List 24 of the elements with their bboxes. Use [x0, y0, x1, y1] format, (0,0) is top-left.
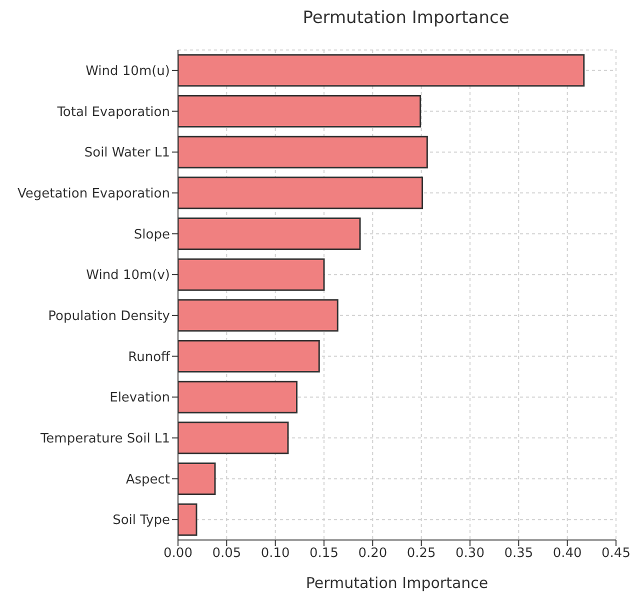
x-tick-label: 0.05 — [212, 546, 242, 562]
x-tick-label: 0.00 — [164, 546, 192, 562]
y-tick-label: Soil Water L1 — [84, 146, 170, 161]
x-tick-label: 0.45 — [602, 546, 630, 562]
y-tick-label: Soil Type — [112, 513, 170, 528]
x-tick-label: 0.40 — [552, 546, 582, 562]
y-tick-label: Wind 10m(v) — [86, 268, 170, 284]
y-tick-label: Aspect — [126, 472, 170, 488]
y-tick-label: Runoff — [128, 350, 172, 365]
y-tick-label: Temperature Soil L1 — [39, 432, 170, 447]
y-tick-label: Vegetation Evaporation — [17, 186, 170, 202]
y-tick-label: Elevation — [110, 390, 170, 406]
x-tick-label: 0.25 — [406, 546, 436, 562]
x-axis-title: Permutation Importance — [306, 574, 488, 592]
chart-title: Permutation Importance — [302, 8, 510, 28]
y-tick-label: Slope — [134, 227, 170, 242]
y-tick-label: Total Evaporation — [56, 104, 170, 120]
x-tick-label: 0.30 — [456, 546, 484, 562]
x-tick-label: 0.10 — [260, 546, 290, 562]
y-tick-label: Population Density — [48, 309, 170, 324]
y-tick-label: Wind 10m(u) — [86, 64, 170, 80]
x-tick-label: 0.35 — [504, 546, 534, 562]
x-tick-label: 0.15 — [310, 546, 338, 562]
x-tick-label: 0.20 — [358, 546, 388, 562]
